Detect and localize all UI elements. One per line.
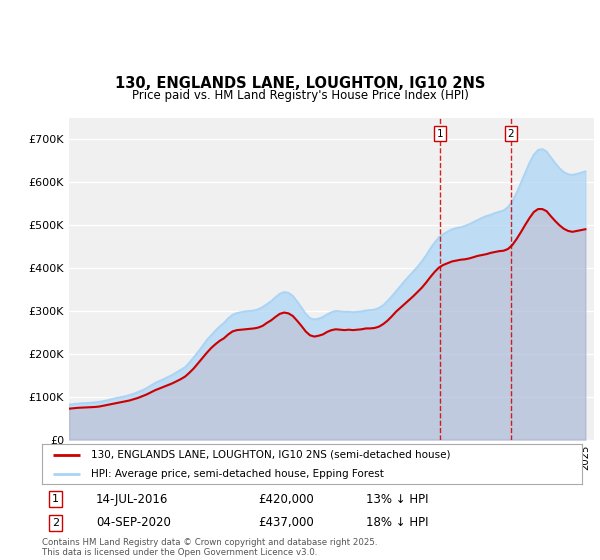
Text: 130, ENGLANDS LANE, LOUGHTON, IG10 2NS: 130, ENGLANDS LANE, LOUGHTON, IG10 2NS <box>115 76 485 91</box>
Text: £437,000: £437,000 <box>258 516 314 529</box>
Text: 1: 1 <box>52 494 59 504</box>
Text: Contains HM Land Registry data © Crown copyright and database right 2025.
This d: Contains HM Land Registry data © Crown c… <box>42 538 377 557</box>
Text: Price paid vs. HM Land Registry's House Price Index (HPI): Price paid vs. HM Land Registry's House … <box>131 89 469 102</box>
Text: 130, ENGLANDS LANE, LOUGHTON, IG10 2NS (semi-detached house): 130, ENGLANDS LANE, LOUGHTON, IG10 2NS (… <box>91 450 450 460</box>
Text: £420,000: £420,000 <box>258 493 314 506</box>
Text: 18% ↓ HPI: 18% ↓ HPI <box>366 516 428 529</box>
Text: 2: 2 <box>52 518 59 528</box>
Text: 2: 2 <box>508 129 514 139</box>
Text: 1: 1 <box>436 129 443 139</box>
Text: 13% ↓ HPI: 13% ↓ HPI <box>366 493 428 506</box>
Text: 04-SEP-2020: 04-SEP-2020 <box>96 516 171 529</box>
Text: HPI: Average price, semi-detached house, Epping Forest: HPI: Average price, semi-detached house,… <box>91 469 383 478</box>
Text: 14-JUL-2016: 14-JUL-2016 <box>96 493 169 506</box>
